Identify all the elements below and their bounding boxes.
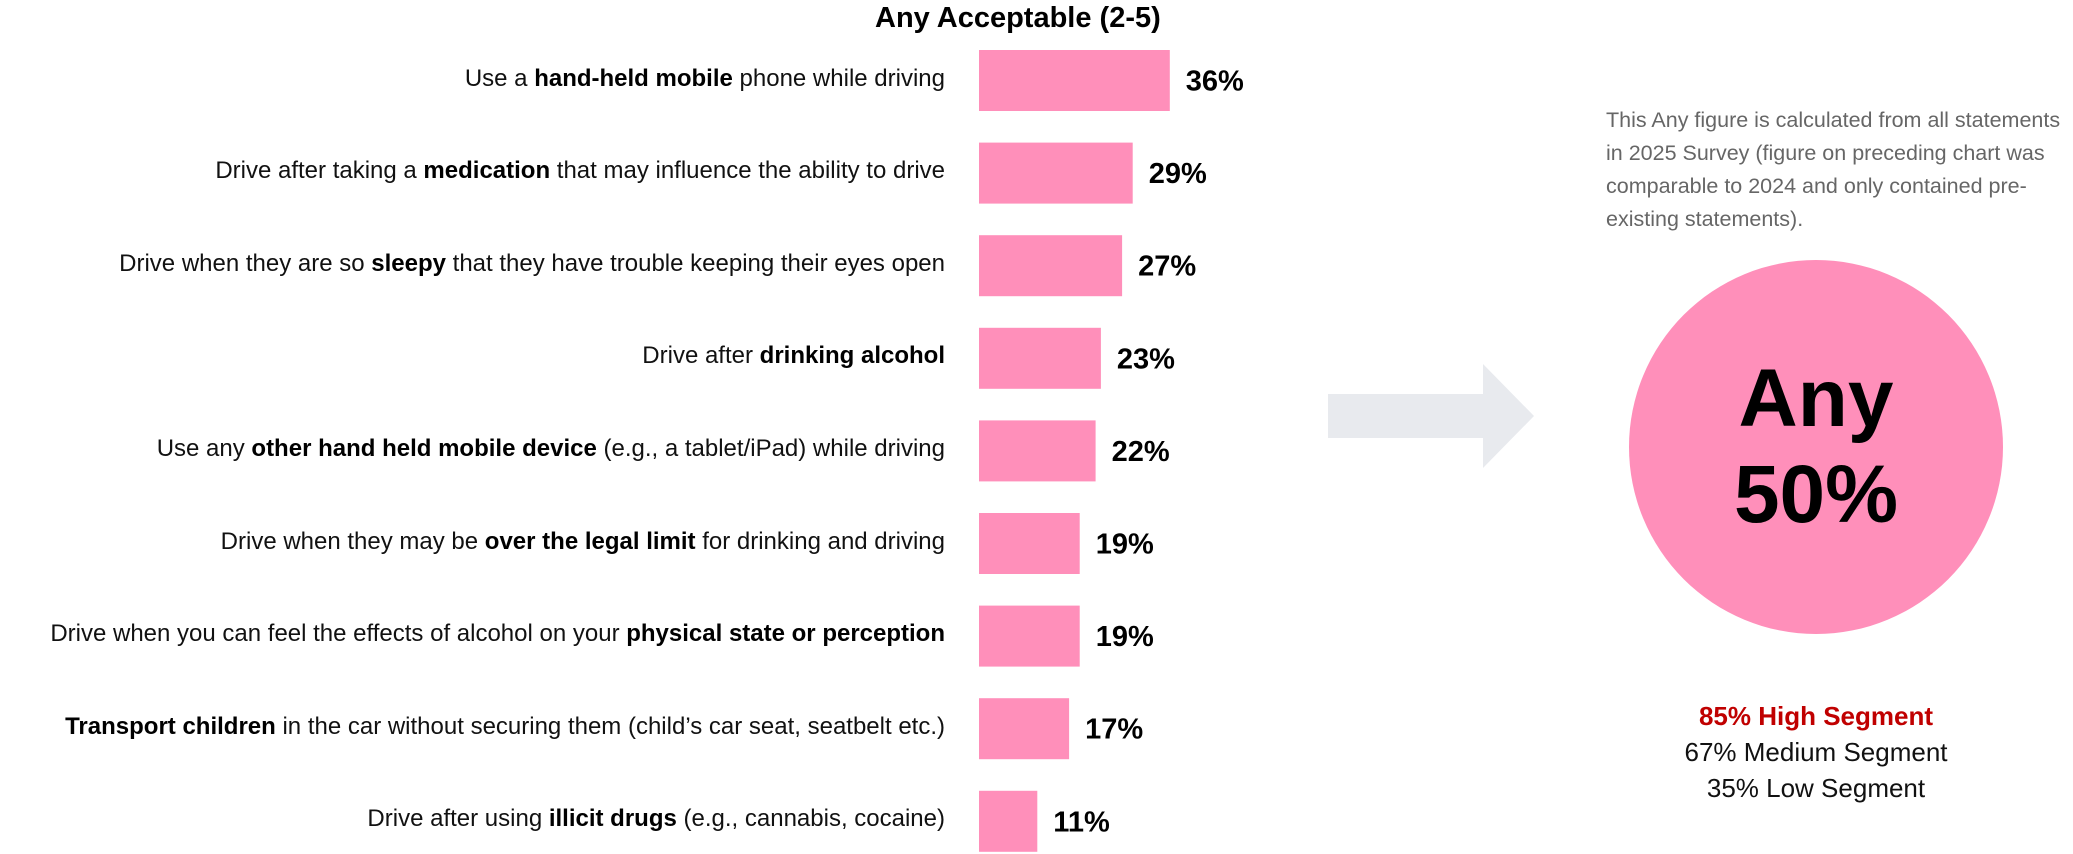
category-label: Transport children in the car without se… bbox=[65, 713, 945, 741]
category-label-text: Use any bbox=[156, 434, 252, 462]
category-label-emphasis: Transport children bbox=[65, 712, 276, 740]
category-label: Use any other hand held mobile device (e… bbox=[157, 435, 945, 463]
bar-value-label: 11% bbox=[1053, 806, 1110, 838]
category-label-text: Drive when they are so bbox=[119, 249, 372, 277]
bar-value-label: 27% bbox=[1138, 251, 1196, 283]
category-label-emphasis: medication bbox=[423, 157, 551, 185]
category-label: Drive when you can feel the effects of a… bbox=[50, 620, 945, 648]
category-label-text: (e.g., cannabis, cocaine) bbox=[676, 805, 946, 833]
right-arrow-icon bbox=[1328, 364, 1534, 468]
category-label-emphasis: over the legal limit bbox=[484, 527, 696, 555]
bar bbox=[979, 142, 1133, 204]
category-label-text: for drinking and driving bbox=[695, 527, 945, 555]
category-label-text: Drive when they may be bbox=[220, 527, 485, 555]
category-label-text: Drive after taking a bbox=[215, 157, 424, 185]
category-label: Drive when they may be over the legal li… bbox=[221, 528, 945, 556]
bar bbox=[979, 790, 1038, 852]
category-label: Drive after drinking alcohol bbox=[642, 342, 945, 370]
category-label-emphasis: hand-held mobile bbox=[534, 64, 733, 92]
bar-value-label: 19% bbox=[1096, 529, 1154, 561]
category-label-text: Drive when you can feel the effects of a… bbox=[50, 620, 627, 648]
category-label: Drive after taking a medication that may… bbox=[215, 157, 945, 185]
bar bbox=[979, 235, 1123, 297]
category-label-emphasis: other hand held mobile device bbox=[251, 434, 597, 462]
bar bbox=[979, 50, 1170, 111]
bar-value-label: 36% bbox=[1186, 66, 1244, 98]
category-label-text: Use a bbox=[464, 64, 535, 92]
category-label-emphasis: drinking alcohol bbox=[759, 342, 945, 370]
category-label-text: Drive after bbox=[642, 342, 760, 370]
arrow-shape bbox=[1328, 364, 1534, 468]
bar bbox=[979, 698, 1070, 760]
footnote-text: This Any figure is calculated from all s… bbox=[1606, 108, 2061, 231]
category-label-emphasis: illicit drugs bbox=[548, 805, 677, 833]
category-label: Use a hand-held mobile phone while drivi… bbox=[465, 65, 945, 93]
category-label-text: phone while driving bbox=[732, 64, 945, 92]
category-label-text: that they have trouble keeping their eye… bbox=[445, 249, 945, 277]
bar-value-label: 22% bbox=[1112, 436, 1170, 468]
chart-title: Any Acceptable (2-5) bbox=[875, 2, 1161, 34]
bar bbox=[979, 513, 1080, 574]
category-label: Drive when they are so sleepy that they … bbox=[119, 250, 945, 278]
summary-label: Any bbox=[1738, 353, 1894, 444]
segment-breakdown: 85% High Segment 67% Medium Segment 35% … bbox=[1666, 698, 1966, 806]
bar-chart: 36% 29% 27% 23% 22% 19% 19% 17% 11% bbox=[979, 50, 1244, 852]
category-label-text: Drive after using bbox=[367, 805, 549, 833]
bar-value-label: 29% bbox=[1149, 158, 1207, 190]
bar bbox=[979, 420, 1096, 482]
medium-segment-text: 67% Medium Segment bbox=[1684, 737, 1948, 767]
category-label-text: in the car without securing them (child’… bbox=[275, 712, 945, 740]
category-label-emphasis: physical state or perception bbox=[626, 620, 945, 648]
category-label: Drive after using illicit drugs (e.g., c… bbox=[367, 805, 945, 833]
summary-value: 50% bbox=[1733, 449, 1899, 540]
low-segment-text: 35% Low Segment bbox=[1706, 773, 1926, 803]
bar-value-label: 19% bbox=[1096, 621, 1154, 653]
bar bbox=[979, 605, 1080, 667]
category-label-text: (e.g., a tablet/iPad) while driving bbox=[596, 434, 945, 462]
bar-value-label: 17% bbox=[1085, 714, 1143, 746]
category-label-emphasis: sleepy bbox=[371, 249, 446, 277]
bar bbox=[979, 327, 1101, 389]
category-label-text: that may influence the ability to drive bbox=[550, 157, 945, 185]
high-segment-text: 85% High Segment bbox=[1698, 701, 1934, 731]
bar-value-label: 23% bbox=[1117, 343, 1175, 375]
summary-circle: Any 50% bbox=[1629, 260, 2003, 634]
